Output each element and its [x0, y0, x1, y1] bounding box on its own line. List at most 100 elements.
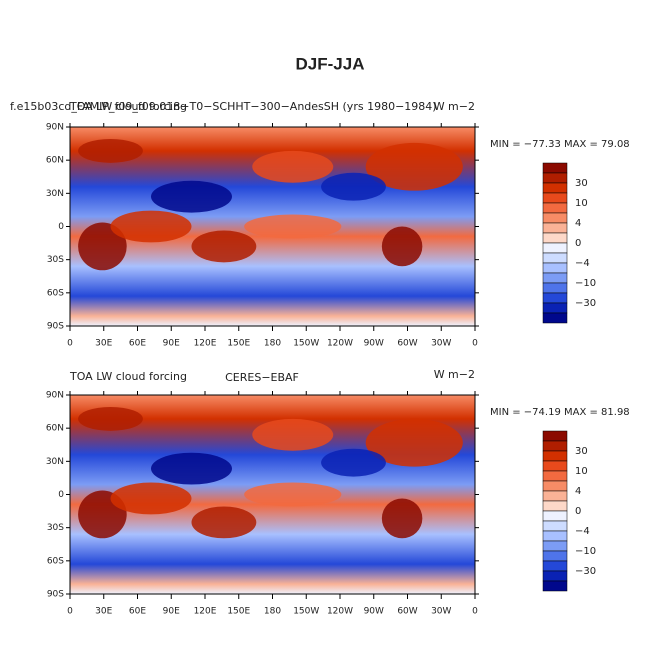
colorbar-label: 10	[575, 466, 588, 477]
lat-label: 90S	[47, 590, 64, 600]
colorbar-label: −30	[575, 298, 596, 309]
field-blob	[78, 406, 143, 431]
colorbar-box	[542, 580, 568, 592]
colorbar-label: 10	[575, 198, 588, 209]
colorbar-box	[542, 222, 568, 234]
field-blob	[252, 418, 334, 451]
colorbar-box	[542, 182, 568, 194]
field-blob	[252, 150, 334, 183]
lat-label: 30S	[47, 255, 64, 265]
lon-label: 90E	[163, 607, 180, 617]
lon-label: 60W	[397, 607, 417, 617]
field-blob	[365, 418, 463, 467]
lon-label: 30W	[431, 339, 451, 349]
field-blob	[191, 230, 257, 263]
lon-label: 0	[472, 607, 478, 617]
lon-label: 90W	[364, 607, 384, 617]
lat-label: 90S	[47, 322, 64, 332]
lon-label: 90W	[364, 339, 384, 349]
colorbar-box	[542, 172, 568, 184]
field-blob	[151, 452, 232, 485]
colorbar-box	[542, 560, 568, 572]
lat-label: 60N	[46, 424, 64, 434]
lon-label: 180	[264, 339, 281, 349]
field-blob	[191, 506, 257, 539]
lon-label: 120W	[327, 607, 353, 617]
colorbar-box	[542, 262, 568, 274]
colorbar-label: 30	[575, 178, 588, 189]
lon-label: 150W	[293, 607, 319, 617]
lon-label: 60E	[129, 339, 146, 349]
field-blob	[78, 222, 127, 271]
field-blob	[381, 226, 423, 267]
colorbar-box	[542, 430, 568, 442]
lat-label: 30N	[46, 457, 64, 467]
lon-label: 120E	[194, 339, 217, 349]
colorbar-box	[542, 162, 568, 174]
colorbar-box	[542, 272, 568, 284]
center-title: CERES−EBAF	[225, 371, 299, 384]
left-title: TOA LW cloud forcing	[69, 100, 187, 113]
colorbar-box	[542, 282, 568, 294]
lon-label: 150E	[227, 607, 250, 617]
colorbar-label: −4	[575, 258, 590, 269]
lon-label: 180	[264, 607, 281, 617]
colorbar-box	[542, 242, 568, 254]
colorbar-label: −10	[575, 546, 596, 557]
lat-label: 30S	[47, 523, 64, 533]
colorbar-box	[542, 232, 568, 244]
colorbar-box	[542, 202, 568, 214]
colorbar-label: 30	[575, 446, 588, 457]
colorbar-box	[542, 510, 568, 522]
lon-label: 120W	[327, 339, 353, 349]
colorbar-label: −4	[575, 526, 590, 537]
lon-label: 150E	[227, 339, 250, 349]
colorbar-label: 4	[575, 218, 581, 229]
colorbar-box	[542, 302, 568, 314]
colorbar-box	[542, 312, 568, 324]
lon-label: 150W	[293, 339, 319, 349]
field-blob	[151, 180, 232, 213]
min-max: MIN = −74.19 MAX = 81.98	[490, 407, 630, 418]
colorbar-box	[542, 470, 568, 482]
field-blob	[78, 138, 143, 163]
lon-label: 30W	[431, 607, 451, 617]
field-blob	[110, 482, 192, 515]
field-blob	[321, 172, 386, 201]
lat-label: 60S	[47, 288, 64, 298]
lat-label: 0	[58, 222, 64, 232]
colorbar-box	[542, 192, 568, 204]
lon-label: 60W	[397, 339, 417, 349]
colorbar-box	[542, 440, 568, 452]
field-blob	[321, 448, 386, 477]
lon-label: 0	[67, 607, 73, 617]
lat-label: 60N	[46, 156, 64, 166]
case-title: f.e15b03cd_FAMIP_f09_f09.018−T0−SCHHT−30…	[10, 100, 437, 113]
lon-label: 0	[472, 339, 478, 349]
field-blob	[381, 498, 423, 539]
colorbar-box	[542, 520, 568, 532]
lon-label: 30E	[95, 607, 112, 617]
colorbar-box	[542, 550, 568, 562]
right-title: W m−2	[434, 368, 475, 381]
right-title: W m−2	[434, 100, 475, 113]
colorbar-label: 0	[575, 506, 581, 517]
colorbar-box	[542, 450, 568, 462]
lon-label: 60E	[129, 607, 146, 617]
lon-label: 0	[67, 339, 73, 349]
min-max: MIN = −77.33 MAX = 79.08	[490, 139, 630, 150]
lat-label: 90N	[46, 123, 64, 133]
colorbar-box	[542, 292, 568, 304]
field-blob	[365, 142, 463, 191]
field-blob	[110, 210, 192, 243]
colorbar-box	[542, 490, 568, 502]
lon-label: 30E	[95, 339, 112, 349]
colorbar-box	[542, 530, 568, 542]
lon-label: 120E	[194, 607, 217, 617]
colorbar-label: 0	[575, 238, 581, 249]
colorbar-box	[542, 480, 568, 492]
lat-label: 90N	[46, 391, 64, 401]
colorbar-box	[542, 500, 568, 512]
lat-label: 60S	[47, 556, 64, 566]
